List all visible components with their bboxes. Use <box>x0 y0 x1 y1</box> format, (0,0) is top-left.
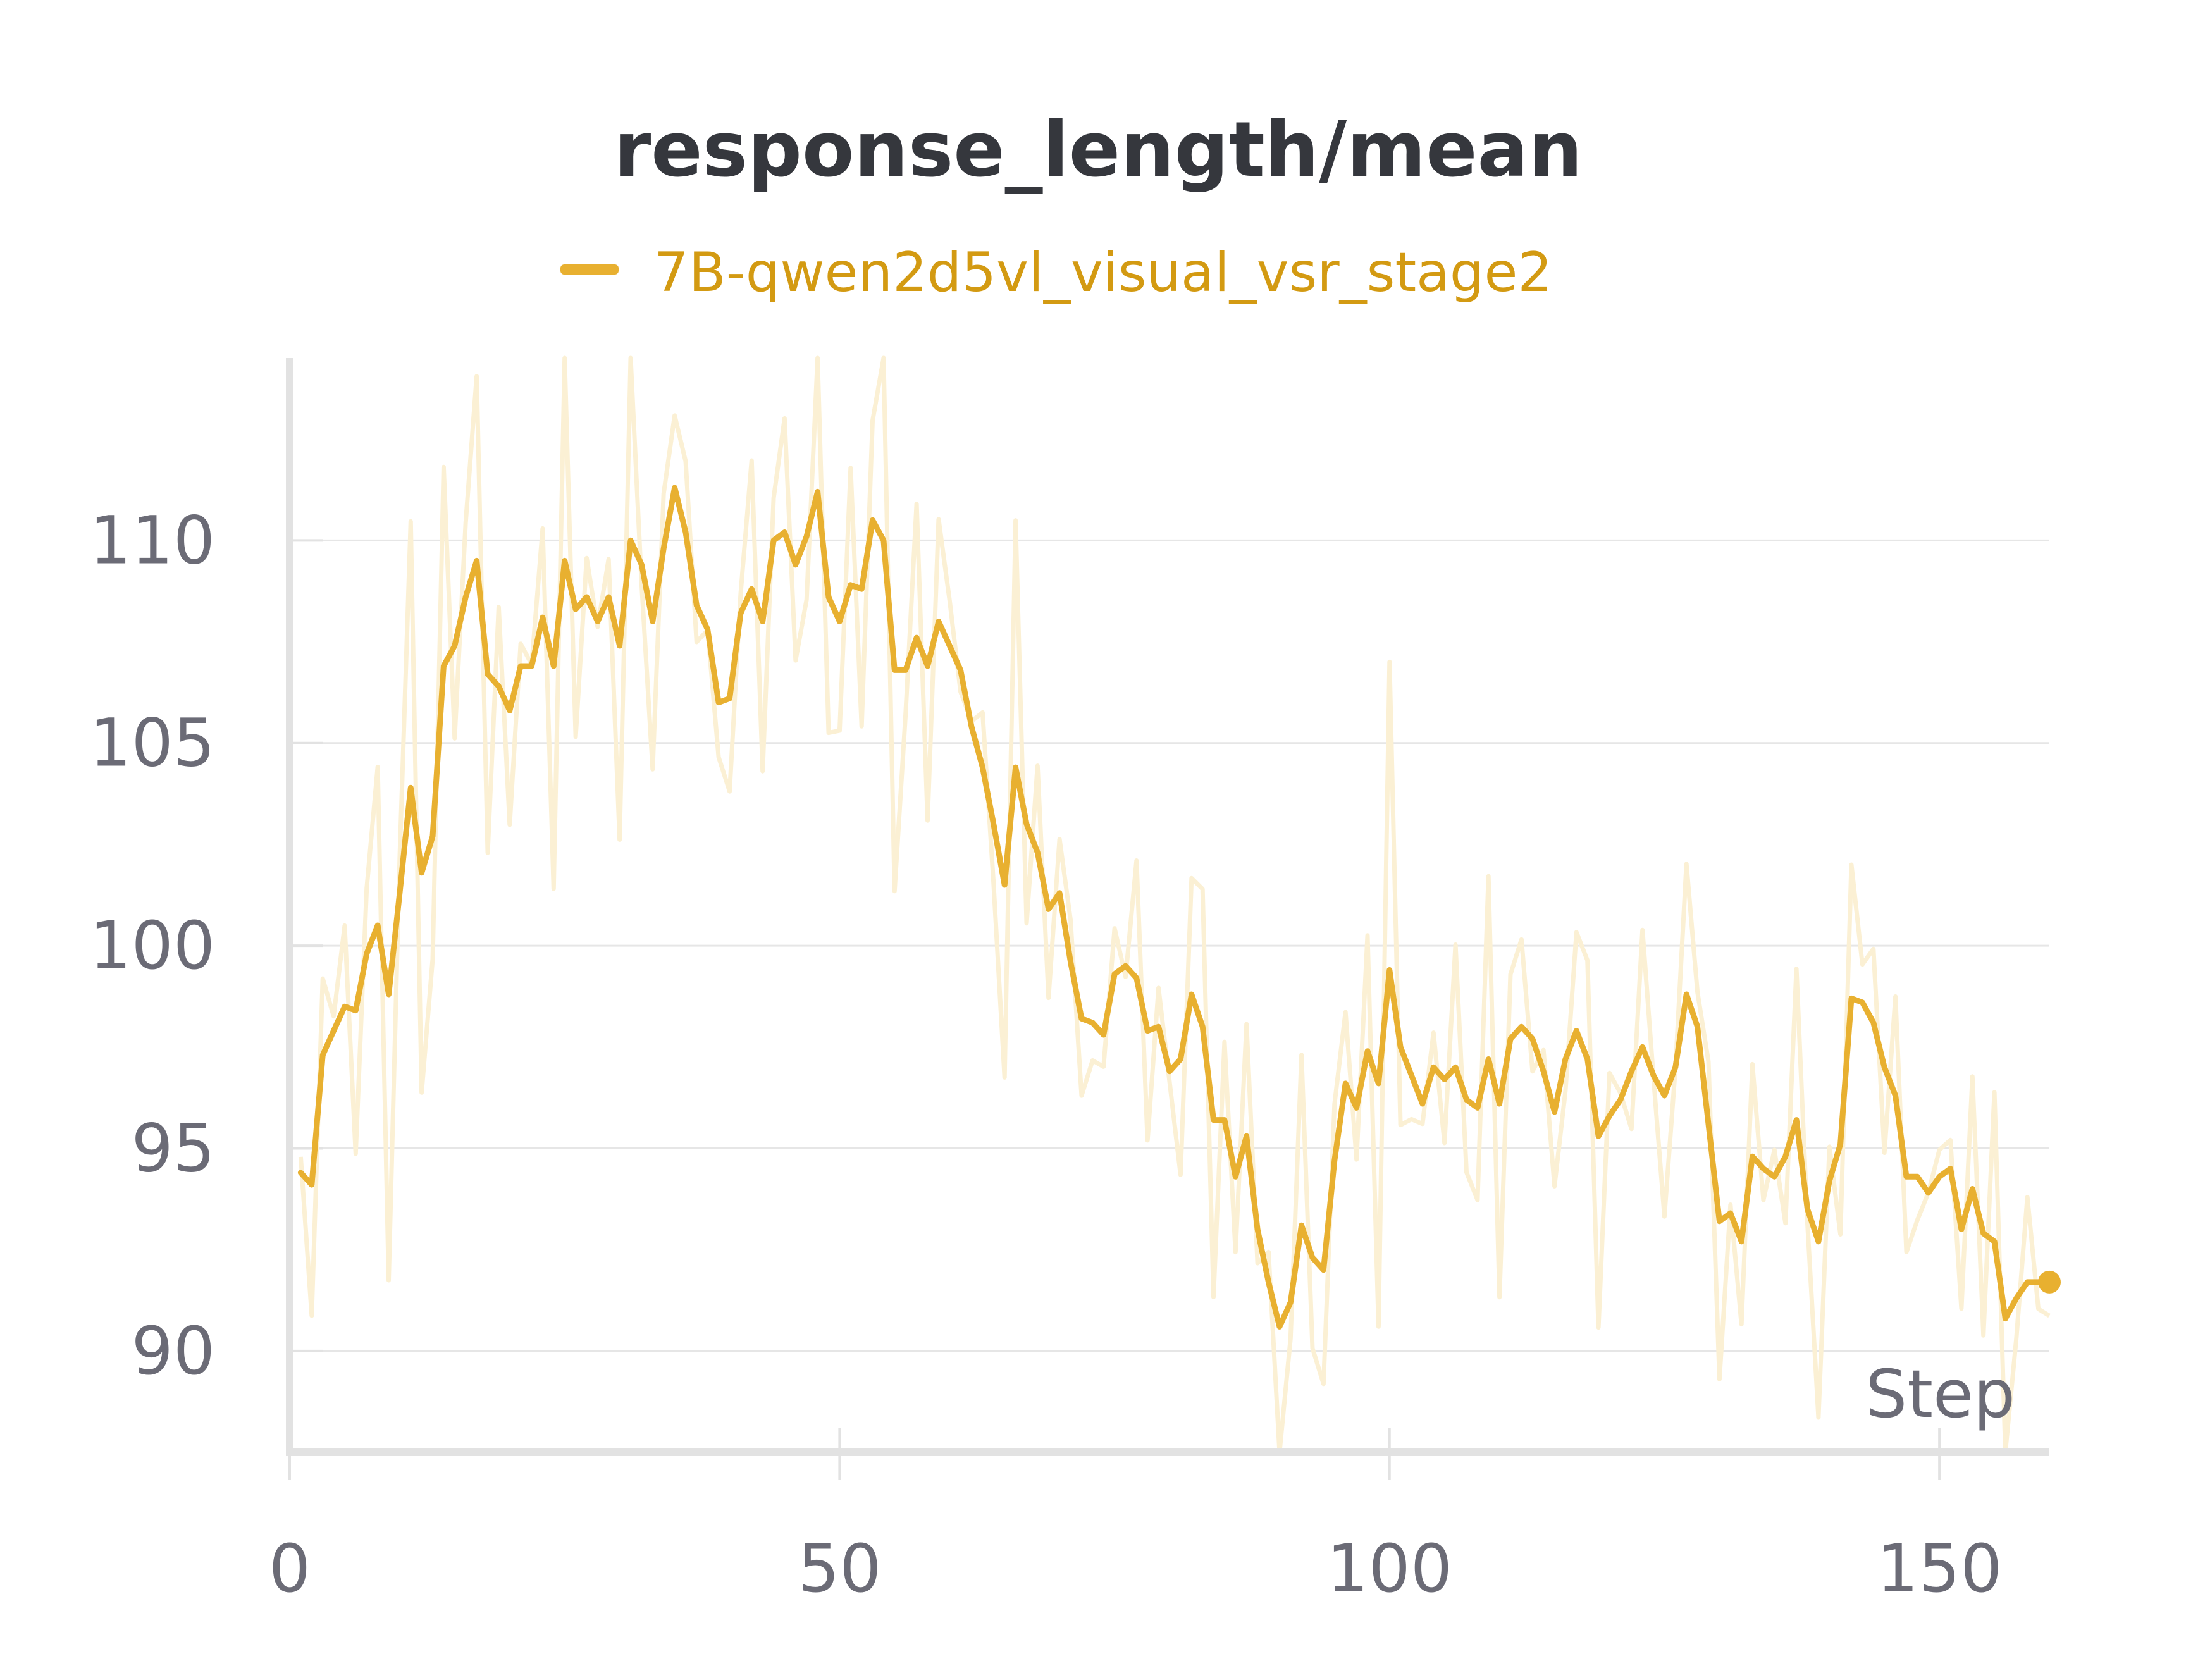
y-tick-label: 105 <box>89 705 215 782</box>
y-tick-label: 95 <box>132 1109 215 1187</box>
x-tick-label: 100 <box>1326 1530 1452 1607</box>
legend: 7B-qwen2d5vl_visual_vsr_stage2 <box>560 241 1552 304</box>
legend-swatch <box>560 264 619 275</box>
x-axis-title: Step <box>1865 1356 2015 1433</box>
series-end-marker <box>2038 1270 2061 1294</box>
y-tick-label: 100 <box>89 907 215 984</box>
axes <box>286 358 2049 1456</box>
grid <box>290 539 2049 1352</box>
raw-series-line <box>298 355 2051 1455</box>
series-line <box>297 485 2053 1330</box>
chart-title: response_length/mean <box>614 106 1583 194</box>
y-tick-label: 90 <box>132 1312 215 1390</box>
x-tick-label: 0 <box>269 1530 311 1607</box>
x-tick-label: 150 <box>1877 1530 2003 1607</box>
raw-series-layer <box>298 355 2051 1455</box>
y-tick-label: 110 <box>89 502 215 579</box>
smoothed-series-layer <box>297 485 2061 1330</box>
legend-label: 7B-qwen2d5vl_visual_vsr_stage2 <box>654 241 1552 304</box>
x-tick-label: 50 <box>798 1530 881 1607</box>
ticks: 90 95 100 105 110 0 50 100 150 <box>89 502 2002 1607</box>
